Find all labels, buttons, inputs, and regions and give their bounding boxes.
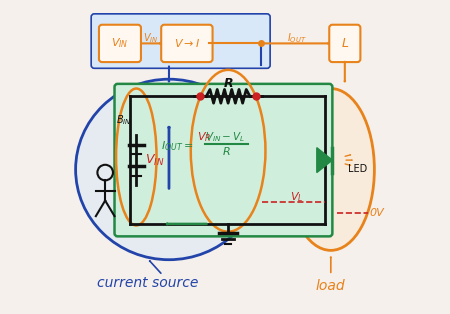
Ellipse shape	[76, 79, 262, 260]
FancyBboxPatch shape	[161, 25, 212, 62]
Text: $B_{IN}$: $B_{IN}$	[116, 113, 132, 127]
FancyBboxPatch shape	[114, 84, 333, 236]
FancyBboxPatch shape	[91, 14, 270, 68]
Text: $V_L$: $V_L$	[290, 191, 303, 204]
Text: $L$: $L$	[341, 37, 349, 50]
Text: $V_{IN}$: $V_{IN}$	[144, 31, 159, 45]
Text: $V_{IN}-V_L$: $V_{IN}-V_L$	[205, 130, 245, 144]
Text: 0V: 0V	[370, 208, 384, 218]
Text: $I_{OUT}$: $I_{OUT}$	[287, 31, 306, 45]
Text: R: R	[223, 77, 233, 90]
Ellipse shape	[287, 89, 374, 250]
Text: $V_R$: $V_R$	[197, 130, 211, 144]
Text: $V_{IN}$: $V_{IN}$	[111, 36, 129, 50]
Text: $R$: $R$	[222, 145, 231, 157]
Polygon shape	[317, 148, 333, 173]
Text: $V_{IN}$: $V_{IN}$	[145, 153, 165, 168]
Text: LED: LED	[348, 165, 367, 175]
FancyBboxPatch shape	[329, 25, 360, 62]
Text: load: load	[316, 279, 346, 293]
Text: $I_{OUT}=$: $I_{OUT}=$	[162, 139, 194, 153]
Text: current source: current source	[96, 276, 198, 290]
Text: $V \rightarrow I$: $V \rightarrow I$	[174, 37, 200, 49]
FancyBboxPatch shape	[99, 25, 141, 62]
